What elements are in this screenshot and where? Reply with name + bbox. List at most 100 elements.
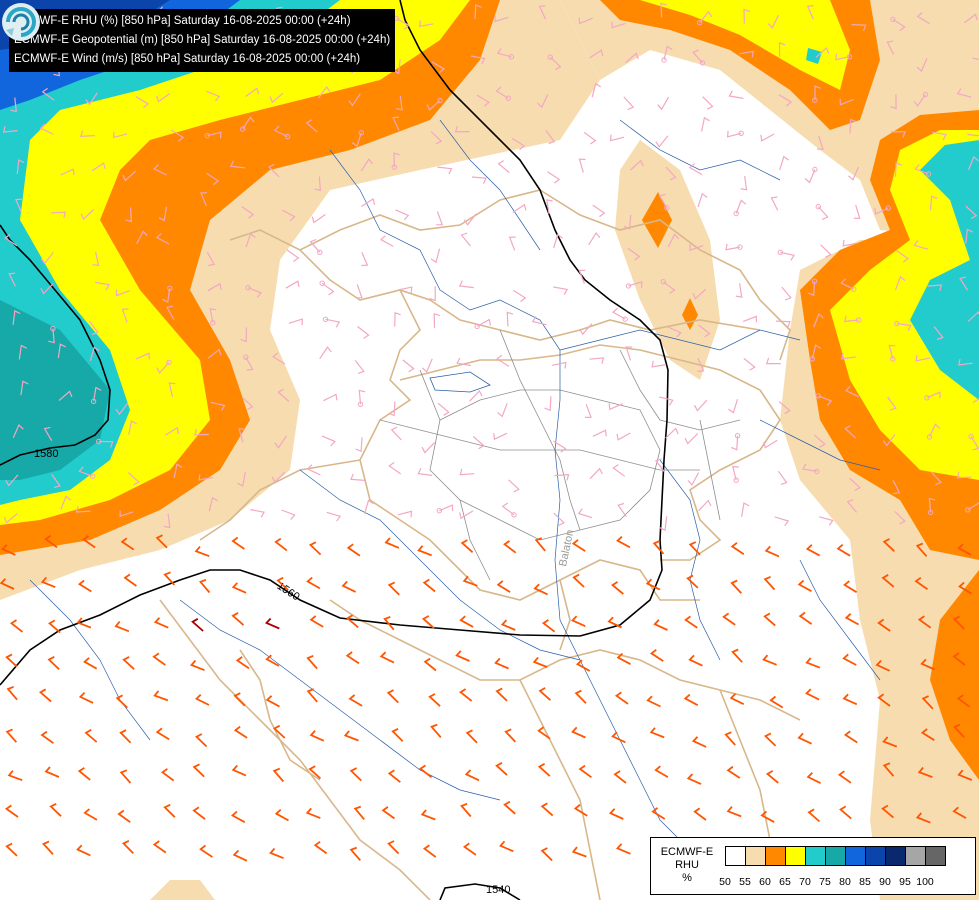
- wind-barb: [963, 13, 978, 24]
- wind-barb: [459, 510, 474, 520]
- wind-barb: [511, 137, 526, 151]
- wind-barb: [693, 399, 708, 412]
- wind-barb: [436, 211, 444, 226]
- wind-barb: [20, 380, 29, 396]
- wind-barb: [463, 213, 477, 226]
- wind-barb: [0, 578, 15, 590]
- wind-barb: [538, 687, 551, 701]
- calm-wind-marker: [697, 20, 703, 26]
- wind-barb: [83, 808, 98, 821]
- wind-barb: [93, 386, 102, 402]
- calm-wind-marker: [733, 477, 739, 483]
- wind-barb: [421, 442, 436, 454]
- wind-barb: [840, 278, 855, 290]
- wind-barb: [206, 251, 216, 267]
- wind-barb: [915, 354, 930, 362]
- wind-barb: [439, 504, 454, 512]
- wind-barb: [692, 288, 707, 300]
- wind-barb: [741, 502, 750, 517]
- wind-barb: [806, 772, 821, 785]
- wind-barb: [583, 131, 597, 145]
- legend-tick: 95: [899, 876, 911, 888]
- wind-barb: [209, 308, 217, 323]
- calm-wind-marker: [815, 203, 821, 210]
- wind-barb: [381, 806, 396, 820]
- calm-wind-marker: [851, 286, 857, 292]
- wind-barb: [60, 168, 75, 176]
- wind-barb: [1, 544, 16, 556]
- wind-barb: [553, 286, 569, 295]
- wind-barb: [914, 164, 929, 175]
- wind-barb: [730, 579, 742, 594]
- wind-barb: [844, 613, 860, 626]
- wind-barb: [114, 621, 130, 633]
- wind-barb: [421, 615, 435, 629]
- calm-wind-marker: [391, 164, 397, 170]
- wind-barb: [393, 152, 400, 168]
- wind-barb: [701, 116, 710, 132]
- wind-barb: [456, 357, 472, 367]
- calm-wind-marker: [925, 171, 932, 177]
- wind-barb: [591, 82, 602, 98]
- wind-barb: [437, 166, 453, 175]
- calm-wind-marker: [474, 323, 480, 330]
- wind-barb: [553, 440, 567, 453]
- wind-barb: [841, 352, 856, 360]
- rhu-legend: ECMWF-E RHU % 50 55 60 65 70 75 80 85 90 95 100: [650, 837, 976, 895]
- wind-barb: [653, 619, 668, 631]
- wind-barb: [726, 806, 742, 818]
- wind-barb: [843, 315, 859, 323]
- wind-barb: [532, 656, 548, 668]
- wind-barb: [420, 809, 436, 821]
- calm-wind-marker: [660, 279, 666, 285]
- wind-barb: [726, 130, 742, 138]
- wind-barb: [92, 251, 100, 267]
- legend-swatch: [805, 846, 826, 866]
- wind-barb: [58, 390, 73, 401]
- wind-barb: [78, 466, 93, 477]
- legend-tick: 90: [879, 876, 891, 888]
- wind-barb: [233, 692, 246, 707]
- wind-barb: [688, 163, 703, 176]
- wind-barb: [886, 40, 895, 55]
- wind-barb: [309, 730, 325, 742]
- wind-barb: [39, 123, 54, 135]
- wind-barb: [655, 135, 669, 148]
- calm-wind-marker: [885, 205, 891, 211]
- wind-barb: [387, 840, 400, 855]
- wind-barb: [173, 463, 183, 479]
- calm-wind-marker: [890, 16, 896, 23]
- wind-barb: [508, 236, 516, 251]
- wind-barb: [470, 55, 486, 65]
- legend-tick: 100: [916, 876, 934, 888]
- wind-barb: [731, 435, 739, 451]
- wind-barb: [238, 428, 246, 443]
- wind-barb: [276, 576, 289, 591]
- wind-barb: [392, 116, 400, 131]
- wind-barb: [846, 498, 858, 513]
- calm-wind-marker: [737, 244, 743, 250]
- wind-barb: [454, 125, 470, 133]
- wind-barb: [814, 85, 821, 101]
- wind-barb: [533, 583, 548, 596]
- wind-barb: [387, 769, 401, 783]
- calm-wind-marker: [924, 395, 930, 401]
- wind-barb: [5, 842, 18, 857]
- wind-barb: [684, 433, 699, 445]
- wind-barb: [578, 17, 593, 25]
- wind-barb: [44, 534, 58, 549]
- wind-barb: [153, 617, 169, 629]
- wind-barb: [927, 284, 943, 291]
- wind-barb: [396, 95, 403, 111]
- wind-barb: [250, 509, 265, 518]
- wind-barb: [41, 87, 55, 101]
- wind-barb: [501, 502, 515, 516]
- wind-barb: [75, 506, 91, 513]
- wind-barb: [652, 540, 665, 555]
- wind-barb: [849, 118, 857, 134]
- wind-barb: [497, 160, 510, 174]
- wind-barb: [240, 327, 247, 343]
- calm-wind-marker: [926, 434, 933, 440]
- wind-barb: [127, 472, 140, 486]
